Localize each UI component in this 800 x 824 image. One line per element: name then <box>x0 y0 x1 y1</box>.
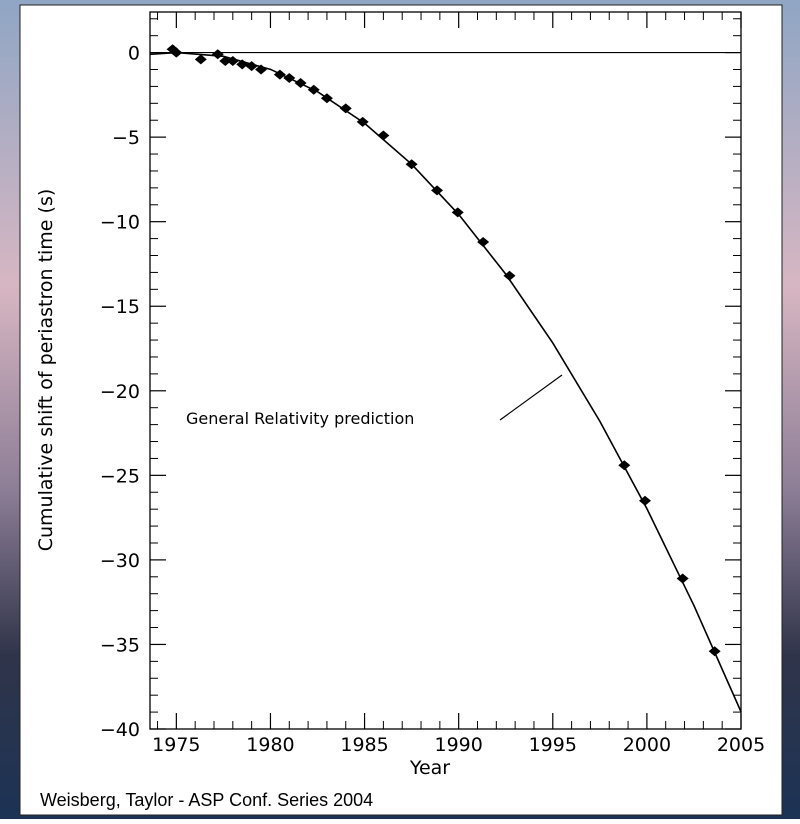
y-tick-label: −10 <box>100 212 140 234</box>
panel <box>19 4 783 816</box>
prediction-curve <box>149 51 742 713</box>
x-tick-label: 1980 <box>246 734 294 756</box>
data-point <box>339 103 352 114</box>
y-tick-label: −35 <box>100 634 140 656</box>
y-axis-title: Cumulative shift of periastron time (s) <box>35 189 57 552</box>
y-tick-label: −30 <box>100 550 140 572</box>
x-tick-label: 2000 <box>623 734 671 756</box>
x-tick-label: 1975 <box>152 734 200 756</box>
y-tick-label: −25 <box>100 465 140 487</box>
x-axis-title: Year <box>409 757 450 779</box>
x-tick-label: 1995 <box>529 734 577 756</box>
y-tick-label: −15 <box>100 296 140 318</box>
x-tick-label: 1985 <box>340 734 388 756</box>
x-tick-label: 2005 <box>717 734 765 756</box>
y-tick-label: −5 <box>112 127 140 149</box>
data-point <box>477 236 490 247</box>
y-tick-label: −20 <box>100 381 140 403</box>
annotation-leader <box>499 374 563 421</box>
y-tick-label: 0 <box>128 43 140 65</box>
data-point <box>194 54 207 65</box>
plot-frame <box>149 11 742 730</box>
data-point <box>236 59 249 70</box>
y-tick-label: −40 <box>100 719 140 741</box>
data-point <box>503 270 516 281</box>
annotation: General Relativity prediction <box>186 409 414 428</box>
data-point <box>219 56 232 67</box>
x-tick-label: 1990 <box>434 734 482 756</box>
caption: Weisberg, Taylor - ASP Conf. Series 2004 <box>40 790 373 810</box>
